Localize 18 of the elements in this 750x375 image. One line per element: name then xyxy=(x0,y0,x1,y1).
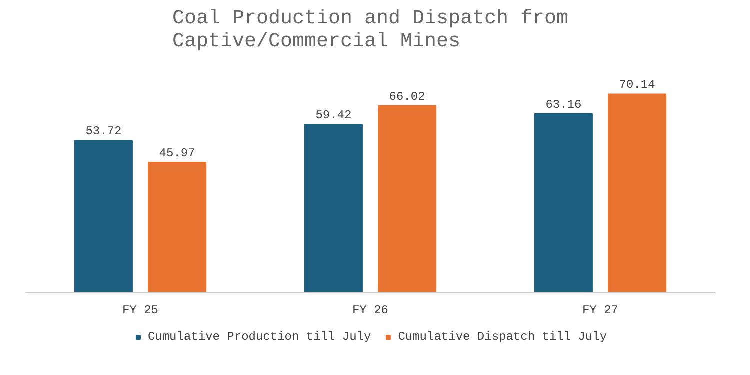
bar xyxy=(304,124,363,292)
chart-title: Coal Production and Dispatch from Captive/Commercial Mines xyxy=(172,8,569,54)
bar xyxy=(148,162,207,292)
data-label: 59.42 xyxy=(316,108,352,123)
data-label: 63.16 xyxy=(546,98,582,112)
x-tick-label: FY 26 xyxy=(352,304,389,318)
data-label: 66.02 xyxy=(389,90,426,104)
data-label: 45.97 xyxy=(159,146,196,161)
x-tick-label: FY 27 xyxy=(582,304,619,318)
bar xyxy=(74,140,133,292)
legend-label: Cumulative Production till July xyxy=(148,330,372,344)
data-label: 70.14 xyxy=(619,78,656,92)
bar xyxy=(534,113,593,292)
legend-label: Cumulative Dispatch till July xyxy=(398,330,608,344)
bar xyxy=(378,105,437,292)
data-label: 53.72 xyxy=(86,124,122,139)
x-tick-label: FY 25 xyxy=(122,304,159,318)
bar xyxy=(608,94,667,292)
